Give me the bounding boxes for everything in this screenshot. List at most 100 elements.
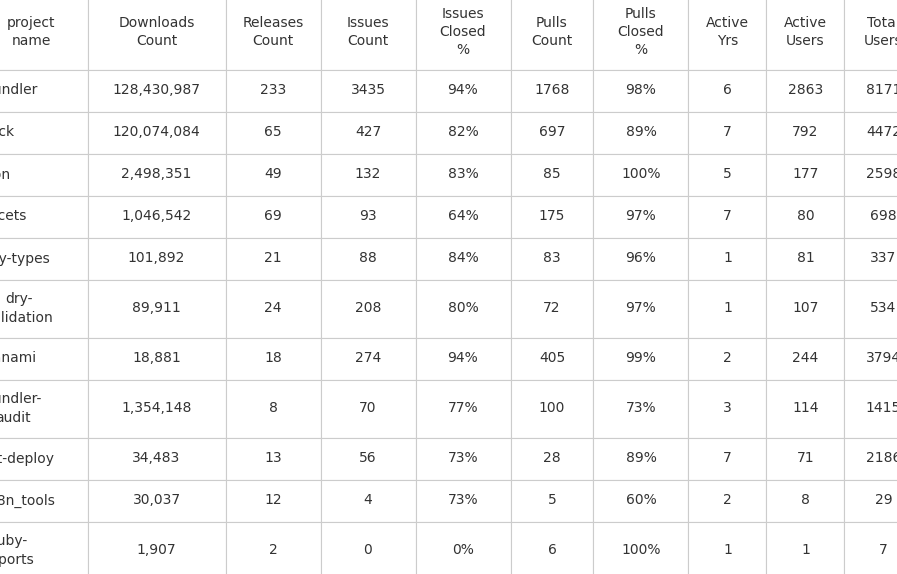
Bar (844, 522, 897, 574)
Bar (844, 153, 897, 196)
Bar (767, 196, 844, 238)
Text: 177: 177 (792, 168, 819, 181)
Text: 29: 29 (875, 494, 893, 507)
Text: 208: 208 (355, 301, 381, 316)
Text: 0%: 0% (452, 544, 474, 557)
Bar (88, 338, 225, 379)
Bar (415, 338, 510, 379)
Bar (320, 111, 415, 153)
Text: 98%: 98% (625, 83, 657, 98)
Text: 85: 85 (544, 168, 561, 181)
Text: 73%: 73% (448, 452, 478, 466)
Bar (844, 0, 897, 69)
Bar (415, 69, 510, 111)
Text: 12: 12 (265, 494, 282, 507)
Text: 82%: 82% (448, 126, 478, 139)
Bar (320, 280, 415, 338)
Text: 3794: 3794 (866, 351, 897, 366)
Bar (844, 238, 897, 280)
Text: 49: 49 (265, 168, 282, 181)
Bar (320, 196, 415, 238)
Text: Releases
Count: Releases Count (242, 16, 303, 48)
Text: dry-types: dry-types (0, 251, 50, 266)
Text: 77%: 77% (448, 401, 478, 416)
Bar (689, 69, 767, 111)
Bar (225, 196, 320, 238)
Bar (225, 338, 320, 379)
Bar (225, 69, 320, 111)
Text: 100%: 100% (622, 544, 661, 557)
Text: ruby-
reports: ruby- reports (0, 534, 34, 567)
Text: 101,892: 101,892 (127, 251, 185, 266)
Bar (88, 238, 225, 280)
Text: 80%: 80% (448, 301, 478, 316)
Bar (225, 238, 320, 280)
Bar (689, 338, 767, 379)
Bar (689, 522, 767, 574)
Text: 83: 83 (544, 251, 561, 266)
Text: 698: 698 (870, 210, 897, 223)
Bar (0, 69, 88, 111)
Bar (594, 379, 689, 437)
Text: 100%: 100% (622, 168, 661, 181)
Text: rack: rack (0, 126, 14, 139)
Bar (415, 280, 510, 338)
Bar (0, 111, 88, 153)
Text: 88: 88 (359, 251, 377, 266)
Bar (689, 479, 767, 522)
Text: 73%: 73% (626, 401, 657, 416)
Bar (320, 479, 415, 522)
Text: 132: 132 (355, 168, 381, 181)
Text: Issues
Count: Issues Count (346, 16, 389, 48)
Bar (225, 153, 320, 196)
Text: 4472: 4472 (866, 126, 897, 139)
Bar (767, 437, 844, 479)
Text: 3: 3 (723, 401, 732, 416)
Text: project
name: project name (7, 16, 56, 48)
Bar (594, 111, 689, 153)
Bar (767, 522, 844, 574)
Bar (767, 0, 844, 69)
Text: 5: 5 (548, 494, 556, 507)
Bar (510, 153, 594, 196)
Text: 7: 7 (723, 452, 732, 466)
Text: 21: 21 (265, 251, 282, 266)
Bar (88, 522, 225, 574)
Text: 2: 2 (723, 351, 732, 366)
Text: 24: 24 (265, 301, 282, 316)
Bar (767, 69, 844, 111)
Text: 18: 18 (264, 351, 282, 366)
Bar (594, 69, 689, 111)
Text: 7: 7 (723, 126, 732, 139)
Text: 30,037: 30,037 (133, 494, 180, 507)
Bar (594, 437, 689, 479)
Text: 2: 2 (723, 494, 732, 507)
Bar (594, 0, 689, 69)
Text: 175: 175 (539, 210, 565, 223)
Text: git-deploy: git-deploy (0, 452, 55, 466)
Bar (225, 479, 320, 522)
Text: 8: 8 (801, 494, 810, 507)
Text: 94%: 94% (448, 351, 478, 366)
Bar (88, 0, 225, 69)
Bar (767, 111, 844, 153)
Text: 97%: 97% (625, 301, 657, 316)
Bar (415, 153, 510, 196)
Bar (225, 522, 320, 574)
Text: 2: 2 (268, 544, 277, 557)
Bar (415, 0, 510, 69)
Text: 72: 72 (544, 301, 561, 316)
Bar (510, 479, 594, 522)
Bar (689, 196, 767, 238)
Bar (88, 280, 225, 338)
Text: bundler: bundler (0, 83, 38, 98)
Text: 65: 65 (265, 126, 282, 139)
Bar (225, 379, 320, 437)
Text: 96%: 96% (625, 251, 657, 266)
Text: 34,483: 34,483 (133, 452, 180, 466)
Text: 337: 337 (870, 251, 897, 266)
Bar (594, 196, 689, 238)
Text: 1: 1 (723, 301, 732, 316)
Bar (0, 280, 88, 338)
Bar (415, 196, 510, 238)
